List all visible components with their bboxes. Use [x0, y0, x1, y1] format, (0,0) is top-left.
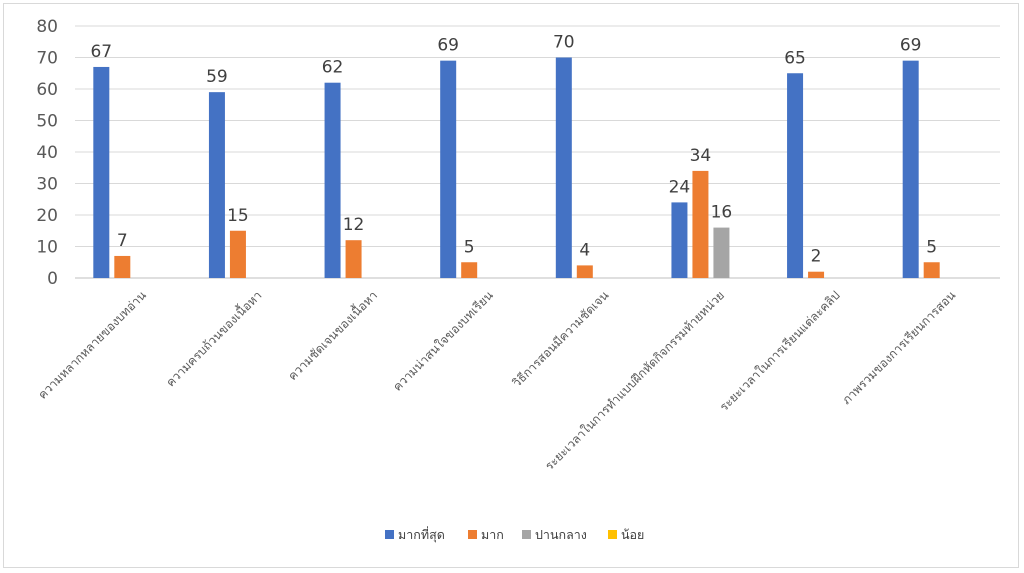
y-tick-label: 20 [36, 206, 58, 226]
y-tick-label: 80 [36, 17, 58, 37]
x-tick-label: ความชัดเจนของเนื้อหา [284, 287, 380, 383]
bar-มากที่สุด [93, 66, 110, 278]
data-label: 7 [117, 231, 128, 251]
bar-มากที่สุด [902, 60, 919, 279]
data-label: 12 [343, 215, 365, 235]
data-label: 5 [926, 237, 937, 257]
y-tick-label: 60 [36, 80, 58, 100]
x-tick-label: ความหลากหลายของบทอ่าน [35, 288, 149, 402]
bar-มาก [923, 262, 940, 278]
x-tick-label: วิธีการสอนมีความชัดเจน [510, 288, 612, 390]
bar-มากที่สุด [787, 73, 804, 278]
bar-มาก [345, 240, 362, 278]
legend-label: น้อย [621, 527, 644, 542]
legend-swatch [522, 530, 531, 539]
y-tick-label: 0 [47, 269, 58, 289]
bar-มาก [229, 230, 246, 278]
legend-label: ปานกลาง [535, 527, 587, 542]
bar-มากที่สุด [671, 202, 688, 278]
data-label: 70 [553, 33, 575, 53]
bar-มากที่สุด [324, 82, 341, 278]
y-tick-label: 10 [36, 238, 58, 258]
legend-swatch [385, 530, 394, 539]
data-label: 34 [690, 146, 712, 166]
bar-มากที่สุด [555, 57, 572, 278]
legend-swatch [608, 530, 617, 539]
x-tick-label: ภาพรวมของการเรียนการสอน [839, 288, 958, 407]
legend-swatch [468, 530, 477, 539]
y-tick-label: 30 [36, 175, 58, 195]
x-tick-label: ระยะเวลาในการเรียนแต่ละคลิป [717, 288, 843, 414]
y-tick-label: 50 [36, 112, 58, 132]
data-label: 65 [784, 48, 806, 68]
x-tick-label: ระยะเวลาในการทำแบบฝึกหัดกิจกรรมท้ายหน่วย [542, 288, 727, 473]
data-label: 16 [711, 203, 733, 223]
y-tick-label: 70 [36, 49, 58, 69]
data-label: 62 [322, 58, 344, 78]
bar-มาก [576, 265, 593, 278]
x-tick-label: ความครบถ้วนของเนื้อหา [162, 287, 265, 390]
legend-label: มากที่สุด [398, 526, 445, 543]
data-label: 69 [900, 36, 922, 56]
data-label: 5 [464, 237, 475, 257]
data-label: 24 [669, 177, 691, 197]
bar-มาก [692, 170, 709, 278]
bar-มากที่สุด [440, 60, 457, 279]
bar-มากที่สุด [208, 92, 225, 279]
data-label: 67 [90, 42, 112, 62]
data-label: 59 [206, 67, 228, 87]
data-label: 15 [227, 206, 249, 226]
data-label: 2 [811, 247, 822, 267]
legend-label: มาก [481, 527, 504, 542]
bar-ปานกลาง [713, 227, 730, 278]
data-label: 4 [579, 240, 590, 260]
x-tick-label: ความน่าสนใจของบทเรียน [390, 288, 496, 394]
bar-มาก [808, 271, 825, 278]
bar-มาก [114, 255, 131, 278]
chart-frame [3, 3, 1019, 568]
y-tick-label: 40 [36, 143, 58, 163]
bar-มาก [461, 262, 478, 278]
data-label: 69 [437, 36, 459, 56]
